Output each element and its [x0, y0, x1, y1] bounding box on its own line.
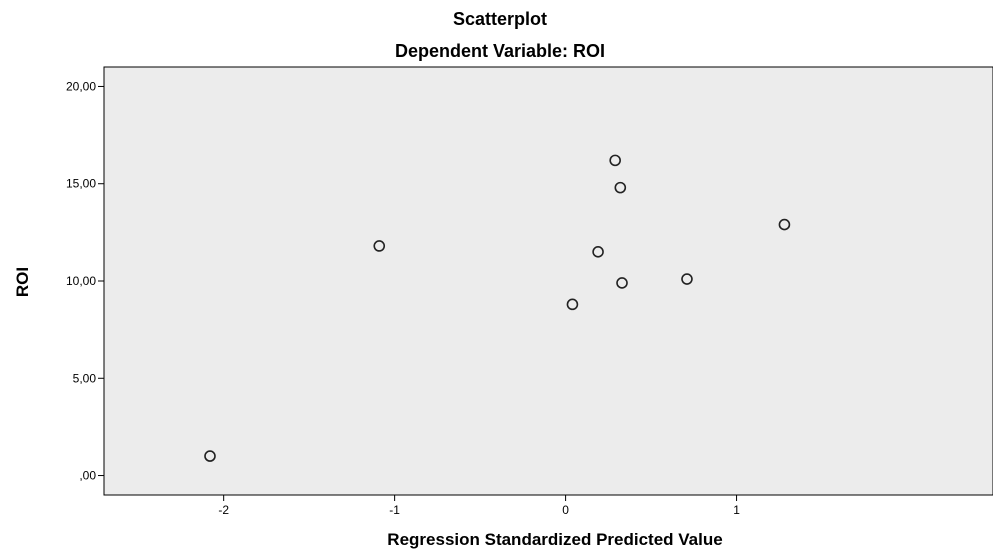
chart-subtitle: Dependent Variable: ROI [395, 41, 605, 61]
scatter-point [592, 246, 604, 258]
x-tick-label: -2 [218, 503, 229, 517]
x-tick-label: -1 [389, 503, 400, 517]
scatter-point [614, 181, 627, 194]
scatter-point [373, 240, 386, 252]
y-axis: ,00 5,00 10,00 15,00 20,00 [66, 79, 104, 483]
x-tick-label: 0 [562, 503, 569, 517]
scatter-point [778, 218, 791, 231]
y-tick-label: 5,00 [73, 371, 97, 385]
plot-area [103, 66, 993, 496]
x-axis-label: Regression Standardized Predicted Value [387, 530, 722, 549]
y-tick-label: 15,00 [66, 177, 96, 191]
y-tick-label: 20,00 [66, 79, 96, 93]
y-axis-label: ROI [13, 267, 32, 297]
x-tick-label: 1 [733, 503, 740, 517]
scatter-point [681, 273, 693, 285]
data-points [204, 154, 791, 462]
scatter-point [566, 298, 579, 311]
chart-title: Scatterplot [453, 9, 547, 29]
scatter-point [204, 450, 216, 462]
scatter-point [616, 277, 628, 289]
y-tick-label: ,00 [79, 469, 96, 483]
scatter-point [609, 154, 621, 167]
y-tick-label: 10,00 [66, 274, 96, 288]
x-axis: -2 -1 0 1 [218, 495, 740, 517]
